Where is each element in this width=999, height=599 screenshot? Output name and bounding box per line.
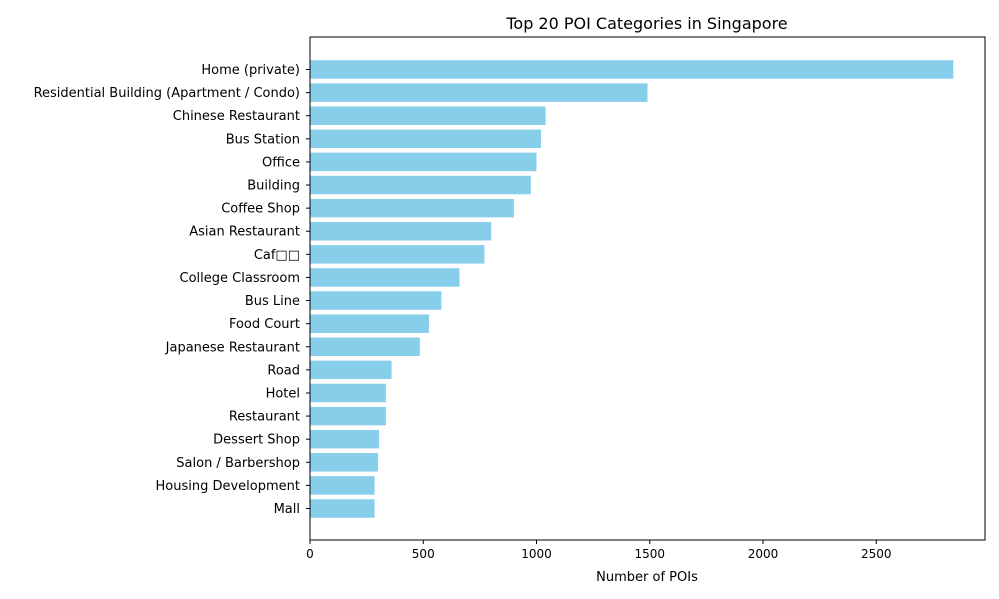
y-tick-label: Road	[267, 363, 300, 378]
y-tick-label: Caf□□	[254, 248, 300, 263]
y-tick-label: Coffee Shop	[221, 202, 300, 217]
bar	[310, 245, 485, 264]
bar	[310, 221, 492, 241]
bar	[310, 83, 648, 102]
bar	[310, 129, 542, 149]
bar	[310, 499, 375, 518]
y-tick-label: Mall	[274, 502, 300, 517]
y-tick-label: Housing Development	[156, 479, 301, 494]
bar	[310, 406, 386, 426]
plot-frame	[309, 36, 986, 541]
y-tick-label: Residential Building (Apartment / Condo)	[34, 86, 300, 101]
bar	[310, 337, 420, 357]
bar	[310, 360, 392, 380]
y-tick-label: Dessert Shop	[213, 433, 300, 448]
y-tick-label: Chinese Restaurant	[173, 109, 300, 124]
bars-layer	[310, 60, 954, 518]
bar	[310, 314, 429, 333]
y-tick-label: Food Court	[229, 317, 300, 332]
x-axis-label: Number of POIs	[596, 570, 698, 585]
y-tick-label: College Classroom	[180, 271, 300, 286]
bar	[310, 60, 954, 79]
y-tick-label: Japanese Restaurant	[165, 340, 300, 355]
bar	[310, 106, 546, 125]
bar	[310, 476, 375, 495]
x-tick-labels: 0 500 1000 1500 2000 2500	[306, 540, 892, 561]
bar	[310, 152, 537, 172]
bar	[310, 198, 514, 218]
y-tick-label: Office	[262, 155, 300, 170]
y-tick-label: Building	[247, 179, 300, 194]
x-tick-label: 0	[306, 547, 314, 561]
y-tick-label: Asian Restaurant	[189, 225, 300, 240]
y-tick-label: Salon / Barbershop	[176, 456, 300, 471]
bar	[310, 291, 442, 310]
x-tick-label: 1000	[521, 547, 552, 561]
bar	[310, 268, 460, 287]
bar	[310, 175, 531, 195]
y-tick-label: Bus Line	[245, 294, 300, 309]
y-tick-labels: Home (private) Residential Building (Apar…	[34, 63, 310, 517]
y-tick-label: Restaurant	[229, 410, 300, 425]
bar	[310, 429, 380, 449]
y-tick-label: Hotel	[266, 386, 300, 401]
chart-title: Top 20 POI Categories in Singapore	[505, 14, 787, 33]
x-tick-label: 2000	[748, 547, 779, 561]
x-tick-label: 2500	[861, 547, 892, 561]
y-tick-label: Home (private)	[201, 63, 300, 78]
x-tick-label: 500	[412, 547, 435, 561]
bar	[310, 453, 378, 472]
y-tick-label: Bus Station	[226, 132, 300, 147]
bar	[310, 383, 386, 403]
x-tick-label: 1500	[634, 547, 665, 561]
